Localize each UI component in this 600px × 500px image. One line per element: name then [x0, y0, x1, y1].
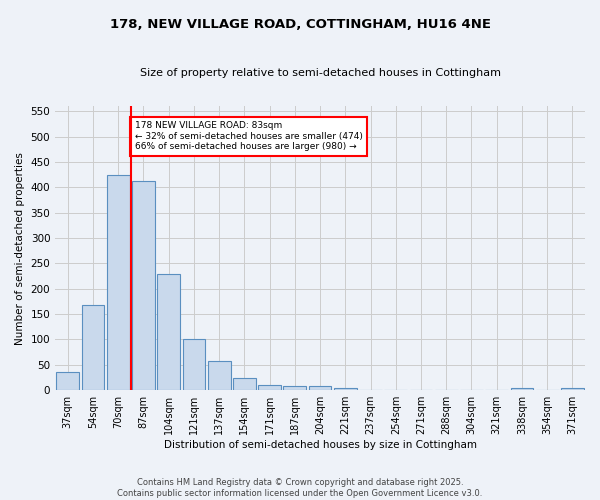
Bar — [208, 362, 230, 390]
Text: Contains HM Land Registry data © Crown copyright and database right 2025.
Contai: Contains HM Land Registry data © Crown c… — [118, 478, 482, 498]
Text: 178, NEW VILLAGE ROAD, COTTINGHAM, HU16 4NE: 178, NEW VILLAGE ROAD, COTTINGHAM, HU16 … — [110, 18, 491, 30]
X-axis label: Distribution of semi-detached houses by size in Cottingham: Distribution of semi-detached houses by … — [164, 440, 476, 450]
Title: Size of property relative to semi-detached houses in Cottingham: Size of property relative to semi-detach… — [140, 68, 500, 78]
Bar — [309, 386, 331, 390]
Bar — [107, 174, 130, 390]
Y-axis label: Number of semi-detached properties: Number of semi-detached properties — [15, 152, 25, 344]
Bar — [258, 385, 281, 390]
Bar — [511, 388, 533, 390]
Bar — [82, 305, 104, 390]
Bar — [233, 378, 256, 390]
Bar — [157, 274, 180, 390]
Bar — [334, 388, 356, 390]
Bar — [56, 372, 79, 390]
Bar — [561, 388, 584, 390]
Bar — [182, 339, 205, 390]
Text: 178 NEW VILLAGE ROAD: 83sqm
← 32% of semi-detached houses are smaller (474)
66% : 178 NEW VILLAGE ROAD: 83sqm ← 32% of sem… — [134, 122, 362, 151]
Bar — [132, 180, 155, 390]
Bar — [283, 386, 306, 390]
